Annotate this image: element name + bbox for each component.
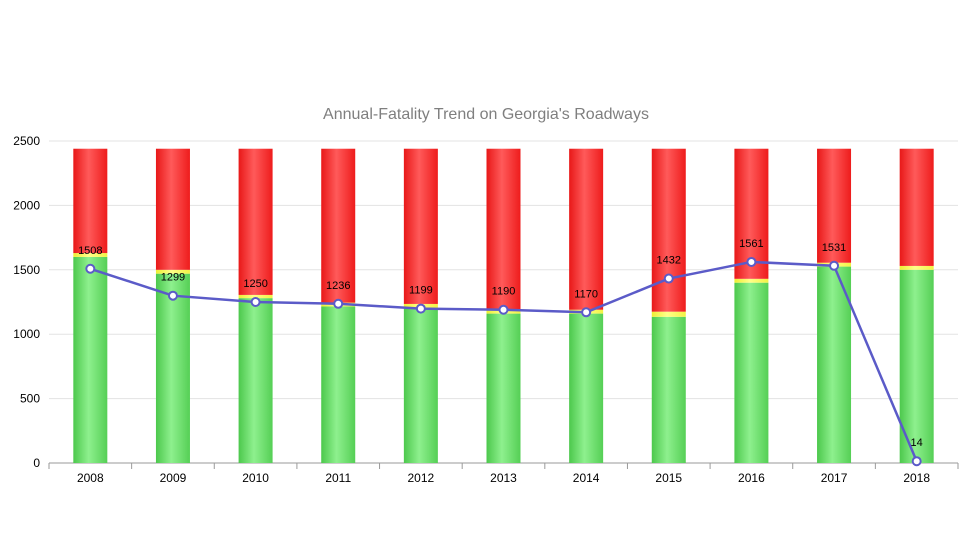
bar-segment-red (569, 148, 604, 310)
bar-segment-green (403, 307, 438, 463)
trend-point (663, 273, 674, 284)
y-tick-label: 1500 (13, 263, 40, 277)
bar-segment-green (734, 282, 769, 463)
bar-segment-yellow (734, 278, 769, 283)
y-tick-label: 2500 (13, 134, 40, 148)
bar-segment-red (899, 148, 934, 266)
data-label: 1531 (822, 242, 846, 254)
bar-segment-green (486, 313, 521, 463)
x-tick-label: 2017 (821, 471, 848, 485)
y-tick-label: 1000 (13, 327, 40, 341)
bar-segment-yellow (238, 294, 273, 299)
data-label: 14 (911, 437, 923, 449)
bar-segment-red (73, 148, 108, 254)
bar-segment-green (73, 256, 108, 463)
trend-point (829, 260, 840, 271)
bars (73, 148, 934, 463)
axes: 0 500 1000 1500 2000 2500 2008 2009 2010 2011 2012… (13, 134, 959, 485)
data-label: 1236 (326, 280, 350, 292)
data-label: 1199 (409, 285, 433, 297)
data-labels: 1508 1299 1250 1236 1199 1190 1170 1432 1561 1531… (78, 238, 923, 449)
chart-title: Annual-Fatality Trend on Georgia's Roadw… (323, 106, 649, 123)
bar-segment-green (569, 313, 604, 463)
bar-segment-green (321, 306, 356, 463)
x-tick-label: 2009 (160, 471, 187, 485)
trend-point (746, 256, 757, 267)
y-tick-label: 500 (20, 392, 40, 406)
bar-segment-green (238, 298, 273, 463)
data-label: 1508 (78, 245, 102, 257)
trend-point (250, 297, 261, 307)
trend-point (415, 303, 426, 314)
bar-segment-yellow (155, 269, 190, 274)
trend-point (911, 456, 922, 467)
x-tick-label: 2008 (77, 471, 104, 485)
x-tick-label: 2013 (490, 471, 517, 485)
bar-segment-red (651, 148, 686, 312)
bar-segment-green (155, 273, 190, 463)
bar-segment-green (899, 269, 934, 463)
bar-segment-yellow (651, 311, 686, 317)
y-tick-label: 2000 (13, 198, 40, 212)
trend-point (333, 298, 344, 309)
x-tick-label: 2018 (903, 471, 930, 485)
x-tick-label: 2010 (242, 471, 269, 485)
bar-segment-green (817, 266, 852, 463)
data-label: 1190 (492, 286, 516, 298)
data-label: 1170 (574, 288, 598, 300)
x-tick-label: 2015 (655, 471, 682, 485)
x-tick-label: 2012 (408, 471, 435, 485)
bar-segment-green (651, 316, 686, 463)
trend-point (167, 290, 178, 301)
bar-segment-yellow (899, 265, 934, 270)
bar-segment-red (238, 148, 273, 295)
bar-segment-red (817, 148, 852, 263)
bar-segment-yellow (73, 253, 108, 257)
trend-point (581, 307, 592, 318)
bar-segment-red (403, 148, 438, 304)
data-label: 1432 (657, 255, 681, 267)
bar-segment-red (486, 148, 521, 310)
trend-line-layer (85, 256, 922, 467)
bar-segment-red (155, 148, 190, 270)
x-tick-label: 2011 (325, 471, 351, 485)
data-label: 1299 (161, 272, 185, 284)
data-label: 1250 (243, 278, 267, 290)
y-tick-label: 0 (33, 456, 40, 470)
trend-point (498, 304, 509, 315)
trend-point (85, 263, 96, 274)
x-tick-label: 2016 (738, 471, 765, 485)
data-label: 1561 (739, 238, 763, 250)
bar-segment-red (321, 148, 356, 303)
x-tick-label: 2014 (573, 471, 600, 485)
